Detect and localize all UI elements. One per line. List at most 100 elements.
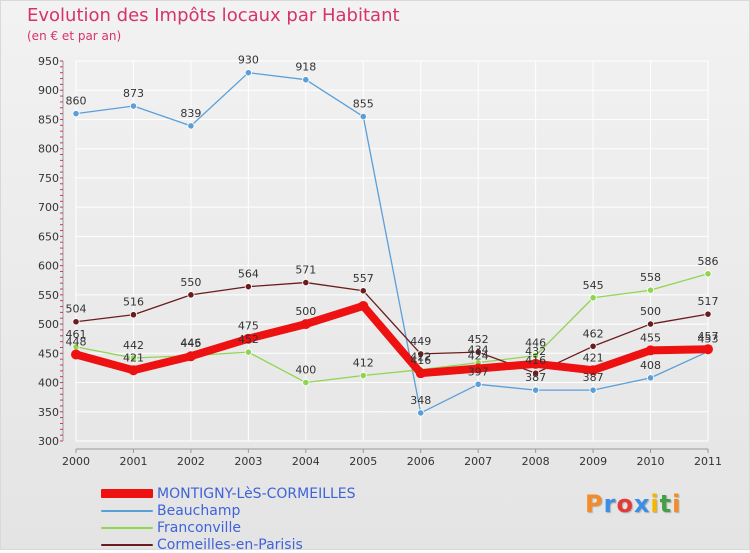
data-label-2: 400 (295, 364, 316, 377)
x-tick-label: 2007 (464, 455, 492, 468)
y-tick-label: 950 (38, 55, 59, 68)
x-tick-label: 2003 (234, 455, 262, 468)
x-tick-label: 2006 (407, 455, 435, 468)
data-label-3: 571 (295, 264, 316, 277)
data-label-3: 504 (66, 303, 87, 316)
series-point-3 (302, 278, 310, 287)
y-tick-label: 600 (38, 260, 59, 273)
data-label-2: 446 (180, 337, 201, 350)
series-line-1 (75, 72, 709, 414)
data-label-3: 449 (410, 335, 431, 348)
series-point-0 (185, 351, 196, 362)
logo-letter: o (616, 490, 634, 518)
x-tick-label: 2004 (292, 455, 320, 468)
data-label-1: 408 (640, 359, 661, 372)
series-point-3 (532, 369, 540, 377)
y-tick-label: 900 (38, 84, 59, 97)
series-point-2 (646, 286, 655, 294)
series-point-0 (645, 345, 656, 356)
y-tick-label: 400 (38, 377, 59, 390)
series-point-2 (302, 378, 310, 387)
series-point-1 (302, 76, 310, 84)
series-point-0 (473, 363, 484, 374)
proxiti-logo: Proxiti (585, 490, 681, 518)
legend-item-cormeilles: Cormeilles-en-Parisis (101, 536, 356, 553)
y-tick-label: 700 (38, 201, 59, 214)
x-tick-label: 2002 (177, 455, 205, 468)
data-label-0: 455 (640, 331, 661, 344)
data-label-2: 434 (468, 344, 489, 357)
logo-letter: P (585, 490, 604, 518)
y-tick-label: 350 (38, 406, 59, 419)
series-point-1 (244, 69, 252, 77)
legend-item-montigny: MONTIGNY-LèS-CORMEILLES (101, 485, 356, 502)
data-label-3: 452 (468, 333, 489, 346)
series-point-0 (530, 358, 541, 369)
logo-letter: t (659, 490, 673, 518)
data-label-2: 446 (525, 337, 546, 350)
legend-item-franconville: Franconville (101, 519, 356, 536)
series-point-3 (474, 348, 482, 356)
data-label-0: 448 (66, 335, 87, 348)
data-label-1: 348 (410, 394, 431, 407)
chart-title: Evolution des Impôts locaux par Habitant (27, 5, 400, 26)
series-point-3 (187, 291, 195, 299)
legend-label-beauchamp: Beauchamp (157, 502, 241, 519)
series-point-0 (71, 349, 81, 360)
series-point-2 (589, 294, 597, 302)
data-label-1: 918 (295, 61, 316, 74)
series-point-1 (589, 386, 597, 394)
legend-item-beauchamp: Beauchamp (101, 502, 356, 519)
legend-swatch-beauchamp (101, 509, 153, 512)
series-point-3 (72, 318, 80, 326)
series-point-0 (128, 365, 139, 376)
y-tick-label: 300 (38, 435, 59, 448)
y-tick-label: 850 (38, 113, 59, 126)
x-tick-label: 2009 (579, 455, 607, 468)
data-label-2: 422 (410, 351, 431, 364)
data-label-2: 412 (353, 357, 374, 370)
data-label-3: 564 (238, 268, 259, 281)
data-label-2: 586 (698, 255, 719, 268)
series-point-0 (588, 365, 599, 376)
legend-swatch-montigny (101, 489, 153, 498)
y-tick-label: 650 (38, 230, 59, 243)
data-label-1: 860 (66, 95, 87, 108)
data-label-2: 545 (583, 279, 604, 292)
data-label-0: 500 (295, 305, 316, 318)
data-label-3: 550 (180, 276, 201, 289)
data-label-0: 424 (468, 350, 489, 363)
series-point-1 (532, 386, 540, 394)
data-label-1: 397 (468, 365, 489, 378)
data-label-2: 452 (238, 333, 259, 346)
data-label-1: 873 (123, 87, 144, 100)
data-label-0: 421 (583, 351, 604, 364)
series-point-3 (646, 320, 655, 328)
legend-swatch-franconville (101, 526, 153, 529)
data-label-1: 855 (353, 98, 374, 111)
series-point-0 (703, 344, 713, 355)
series-line-0 (72, 301, 712, 378)
y-tick-label: 750 (38, 172, 59, 185)
logo-letter: r (603, 490, 617, 518)
series-point-0 (243, 333, 254, 344)
legend: MONTIGNY-LèS-CORMEILLES Beauchamp Franco… (101, 485, 356, 553)
data-label-3: 416 (525, 354, 546, 367)
series-point-2 (359, 371, 367, 380)
data-label-0: 457 (698, 330, 719, 343)
legend-label-franconville: Franconville (157, 519, 241, 536)
series-point-1 (417, 409, 425, 417)
x-tick-label: 2001 (119, 455, 147, 468)
data-label-3: 516 (123, 296, 144, 309)
data-label-1: 387 (525, 371, 546, 384)
x-tick-label: 2005 (349, 455, 377, 468)
series-point-0 (300, 319, 311, 330)
legend-label-montigny: MONTIGNY-LèS-CORMEILLES (157, 485, 356, 502)
series-point-2 (704, 270, 712, 278)
data-label-3: 557 (353, 272, 374, 285)
data-label-2: 558 (640, 271, 661, 284)
x-tick-label: 2000 (62, 455, 90, 468)
data-label-0: 416 (410, 354, 431, 367)
